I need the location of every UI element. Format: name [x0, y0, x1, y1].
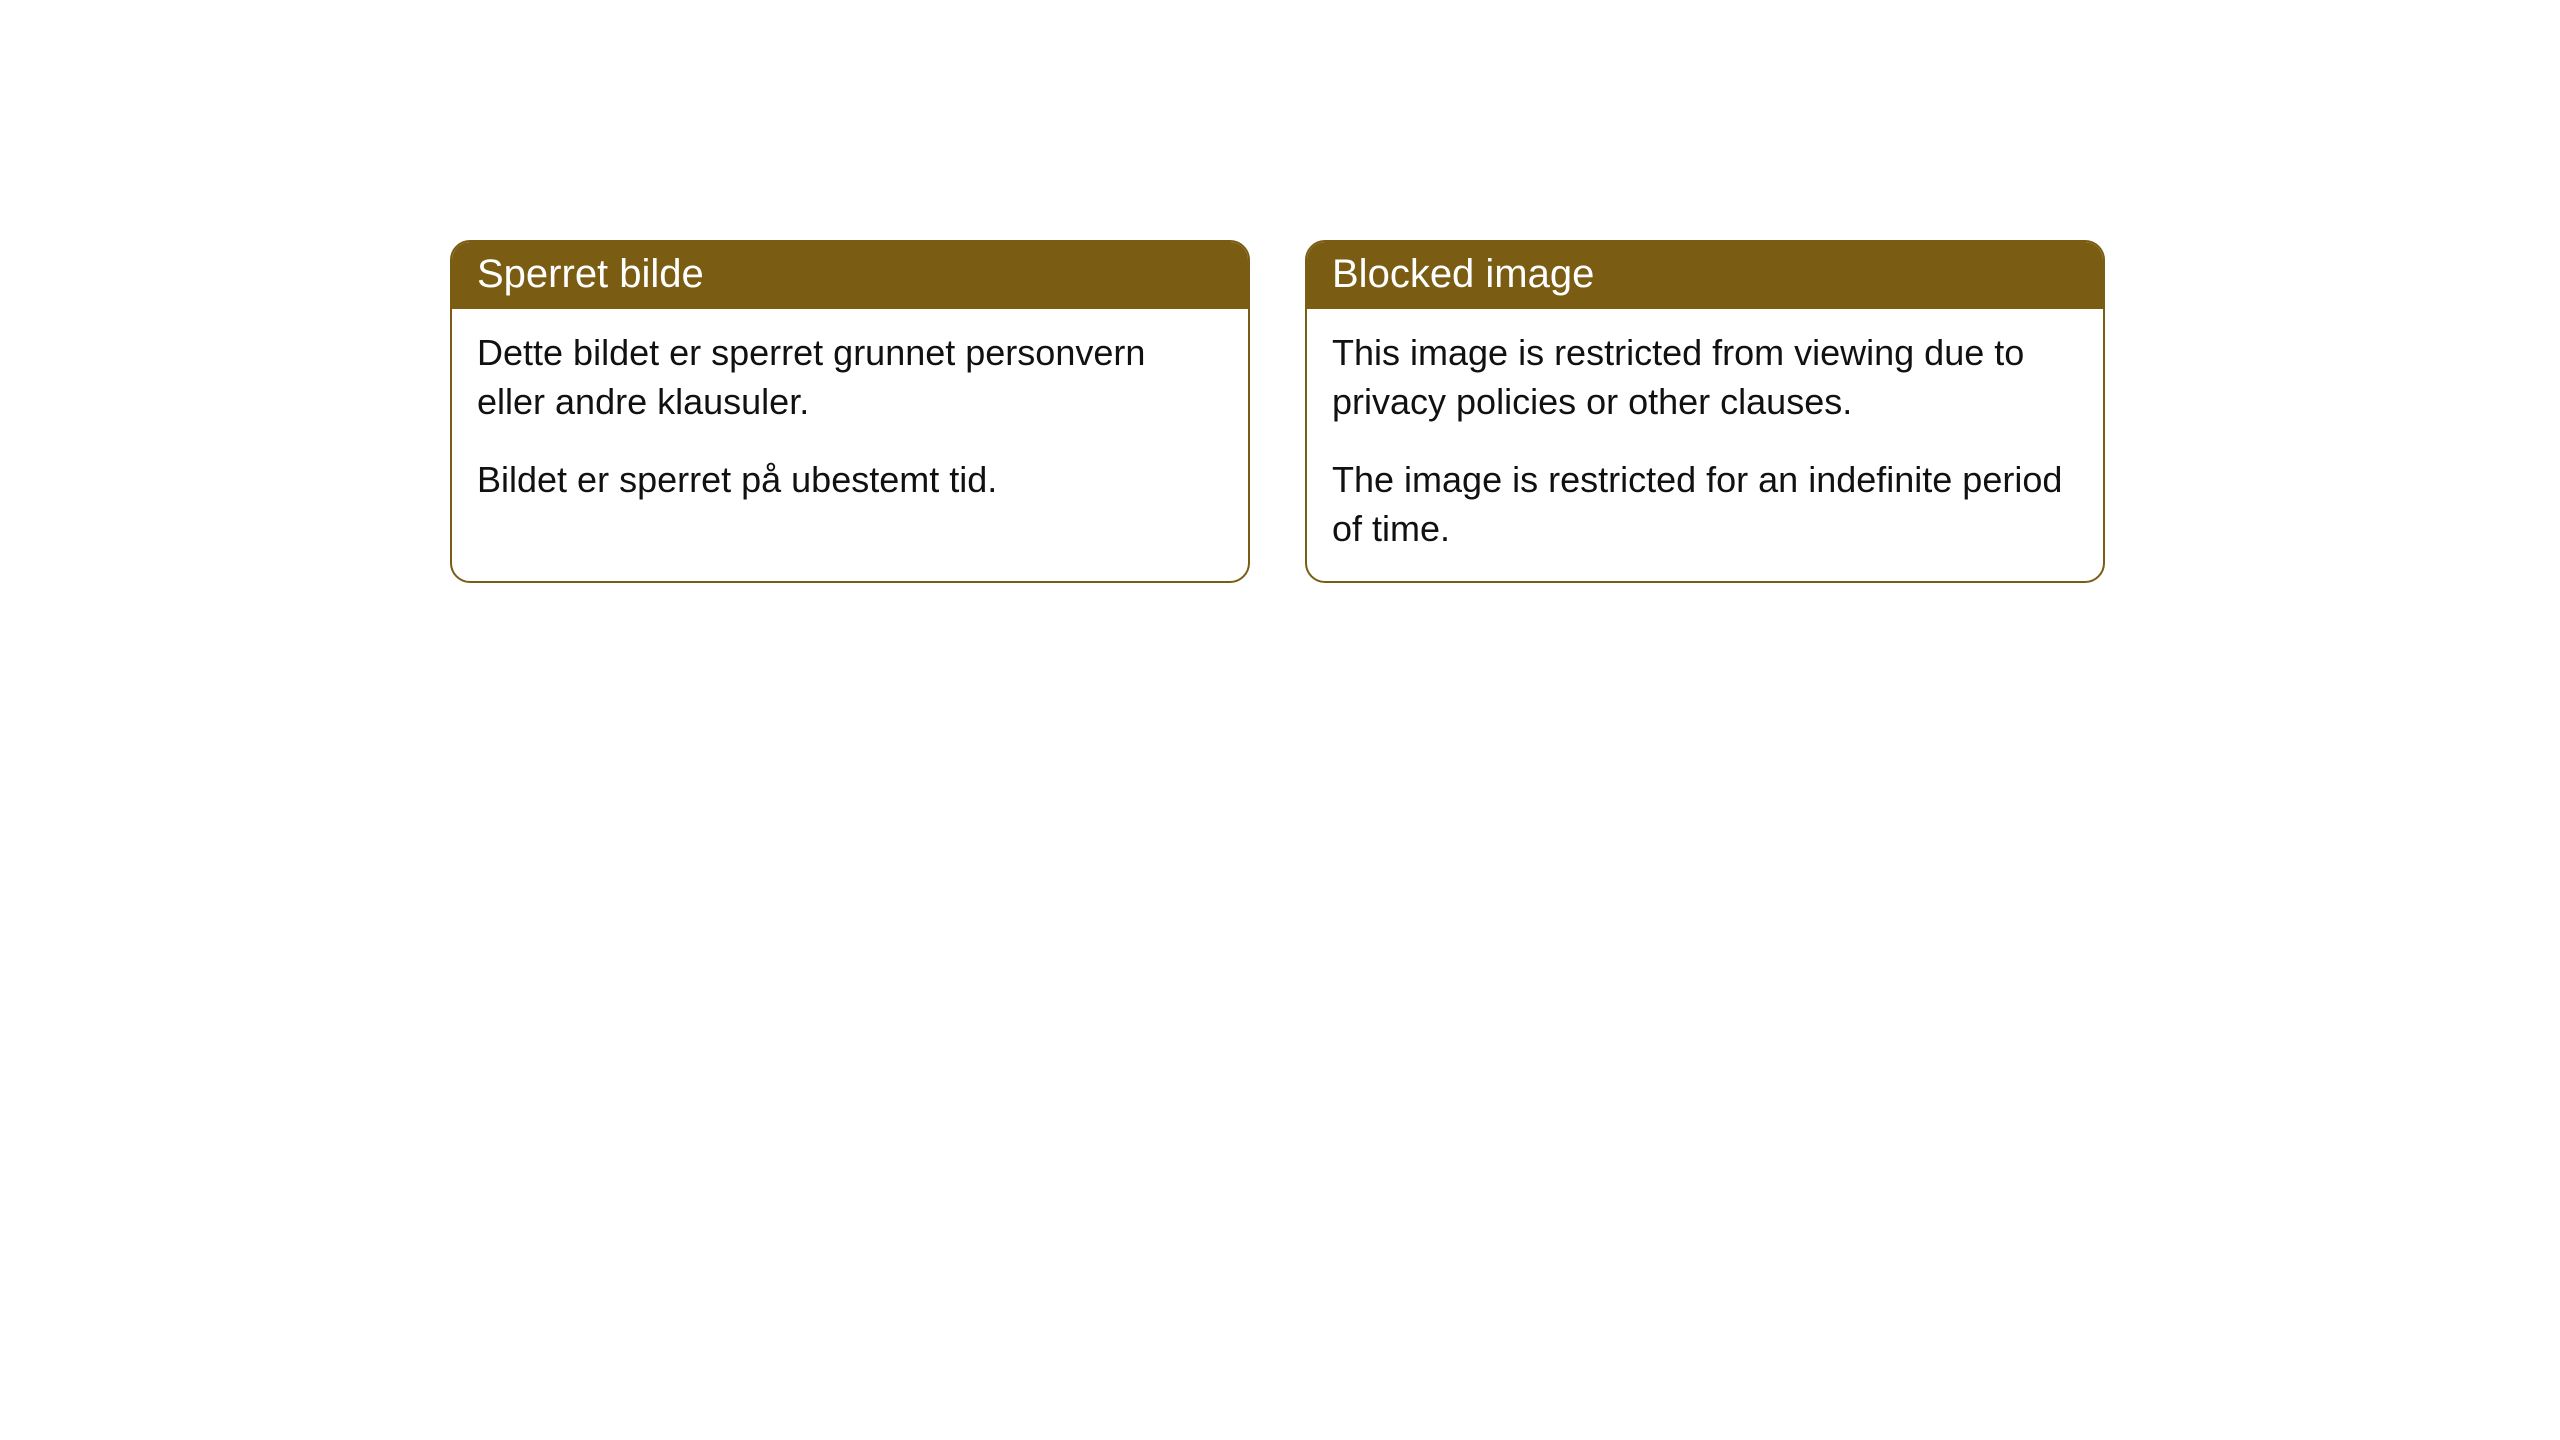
notice-card-english: Blocked image This image is restricted f…	[1305, 240, 2105, 583]
notice-paragraph-2: The image is restricted for an indefinit…	[1332, 456, 2078, 553]
notice-paragraph-2: Bildet er sperret på ubestemt tid.	[477, 456, 1223, 505]
notice-cards-container: Sperret bilde Dette bildet er sperret gr…	[0, 0, 2560, 583]
card-body: Dette bildet er sperret grunnet personve…	[452, 309, 1248, 533]
card-header: Blocked image	[1307, 242, 2103, 309]
notice-paragraph-1: This image is restricted from viewing du…	[1332, 329, 2078, 426]
notice-paragraph-1: Dette bildet er sperret grunnet personve…	[477, 329, 1223, 426]
notice-card-norwegian: Sperret bilde Dette bildet er sperret gr…	[450, 240, 1250, 583]
card-header: Sperret bilde	[452, 242, 1248, 309]
card-body: This image is restricted from viewing du…	[1307, 309, 2103, 581]
